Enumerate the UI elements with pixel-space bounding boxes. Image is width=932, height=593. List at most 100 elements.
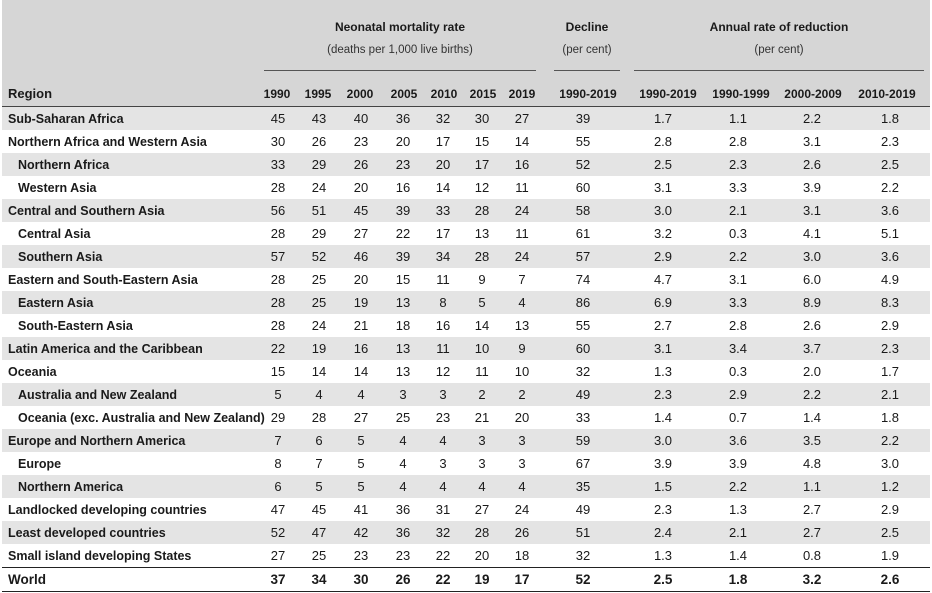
value-cell: 8 — [424, 291, 462, 314]
value-cell: 2.4 — [624, 521, 702, 544]
value-cell: 28 — [311, 410, 327, 425]
decline-group-title: Decline — [565, 20, 609, 34]
value-cell: 18 — [395, 318, 411, 333]
value-cell: 17 — [435, 226, 451, 241]
value-cell: 3.1 — [624, 337, 702, 360]
value-cell: 55 — [575, 134, 591, 149]
value-cell: 27 — [270, 548, 286, 563]
col-header: 1990-1999 — [712, 87, 770, 101]
value-cell: 20 — [353, 180, 369, 195]
value-cell: 16 — [340, 337, 382, 360]
value-cell: 3.4 — [702, 337, 774, 360]
value-cell: 12 — [435, 364, 451, 379]
value-cell: 52 — [298, 245, 340, 268]
value-cell: 1.3 — [653, 364, 673, 379]
region-name-cell: Least developed countries — [2, 521, 258, 544]
value-cell: 10 — [462, 337, 502, 360]
value-cell: 2.9 — [880, 318, 900, 333]
value-cell: 6.0 — [802, 272, 822, 287]
value-cell: 4 — [298, 383, 340, 406]
value-cell: 14 — [353, 364, 369, 379]
value-cell: 3.3 — [702, 291, 774, 314]
value-cell: 14 — [311, 364, 327, 379]
value-cell: 25 — [298, 291, 340, 314]
value-cell: 1.1 — [774, 475, 850, 498]
value-cell: 30 — [340, 567, 382, 592]
value-cell: 3 — [439, 456, 447, 471]
value-cell: 39 — [382, 245, 424, 268]
region-name-cell: Small island developing States — [8, 548, 192, 563]
value-cell: 51 — [542, 521, 624, 544]
nmr-group-subtitle: (deaths per 1,000 live births) — [327, 44, 473, 56]
value-cell: 42 — [340, 521, 382, 544]
value-cell: 16 — [502, 153, 542, 176]
value-cell: 6 — [298, 429, 340, 452]
value-cell: 3.1 — [728, 272, 748, 287]
value-cell: 2.5 — [624, 153, 702, 176]
value-cell: 28 — [270, 318, 286, 333]
value-cell: 22 — [258, 337, 298, 360]
value-cell: 23 — [353, 548, 369, 563]
value-cell: 2.2 — [774, 107, 850, 130]
region-name-cell: Central Asia — [18, 226, 91, 241]
value-cell: 28 — [270, 272, 286, 287]
arr-group-rule — [634, 70, 924, 71]
value-cell: 11 — [436, 272, 450, 287]
value-cell: 5.1 — [880, 226, 900, 241]
value-cell: 3.6 — [702, 429, 774, 452]
table-row: Northern Africa 33 29 26 23 20 17 16 52 2.5 2.3 2.6… — [2, 153, 930, 176]
value-cell: 2.2 — [880, 180, 900, 195]
value-cell: 2.2 — [702, 475, 774, 498]
value-cell: 1.8 — [880, 410, 900, 425]
value-cell: 1.2 — [850, 475, 930, 498]
value-cell: 2.8 — [653, 134, 673, 149]
value-cell: 22 — [424, 567, 462, 592]
value-cell: 28 — [270, 180, 286, 195]
value-cell: 26 — [311, 134, 327, 149]
value-cell: 4 — [424, 475, 462, 498]
value-cell: 3 — [424, 383, 462, 406]
value-cell: 40 — [340, 107, 382, 130]
value-cell: 1.3 — [728, 502, 748, 517]
value-cell: 22 — [435, 548, 451, 563]
value-cell: 45 — [258, 107, 298, 130]
value-cell: 2.2 — [774, 383, 850, 406]
value-cell: 3 — [518, 456, 526, 471]
value-cell: 2.3 — [702, 153, 774, 176]
value-cell: 15 — [474, 134, 490, 149]
value-cell: 16 — [435, 318, 451, 333]
table-row: Central Asia 28 29 27 22 17 13 11 61 3.2 0.3 4.1 5.1 — [2, 222, 930, 245]
value-cell: 0.8 — [802, 548, 822, 563]
value-cell: 27 — [353, 410, 369, 425]
value-cell: 1.4 — [802, 410, 822, 425]
value-cell: 3.9 — [653, 456, 673, 471]
value-cell: 0.3 — [728, 364, 748, 379]
value-cell: 20 — [353, 272, 369, 287]
value-cell: 2.7 — [802, 502, 822, 517]
region-name-cell: Oceania (exc. Australia and New Zealand) — [18, 410, 265, 425]
value-cell: 1.8 — [850, 107, 930, 130]
region-name-cell: Europe and Northern America — [2, 429, 258, 452]
region-name-cell: Sub-Saharan Africa — [2, 107, 258, 130]
value-cell: 4.9 — [880, 272, 900, 287]
value-cell: 33 — [258, 153, 298, 176]
value-cell: 19 — [298, 337, 340, 360]
value-cell: 41 — [353, 502, 369, 517]
value-cell: 32 — [424, 521, 462, 544]
col-header: 2019 — [508, 87, 536, 101]
value-cell: 5 — [357, 456, 365, 471]
value-cell: 5 — [258, 383, 298, 406]
header-bottom-rule — [2, 106, 930, 107]
value-cell: 39 — [542, 107, 624, 130]
table-row: Oceania (exc. Australia and New Zealand)… — [2, 406, 930, 429]
value-cell: 2.5 — [624, 567, 702, 592]
value-cell: 2.5 — [850, 153, 930, 176]
value-cell: 5 — [298, 475, 340, 498]
value-cell: 4.1 — [802, 226, 822, 241]
region-column-header: Region — [8, 86, 53, 101]
value-cell: 36 — [382, 521, 424, 544]
value-cell: 43 — [298, 107, 340, 130]
value-cell: 27 — [502, 107, 542, 130]
value-cell: 23 — [353, 134, 369, 149]
value-cell: 7 — [518, 272, 526, 287]
